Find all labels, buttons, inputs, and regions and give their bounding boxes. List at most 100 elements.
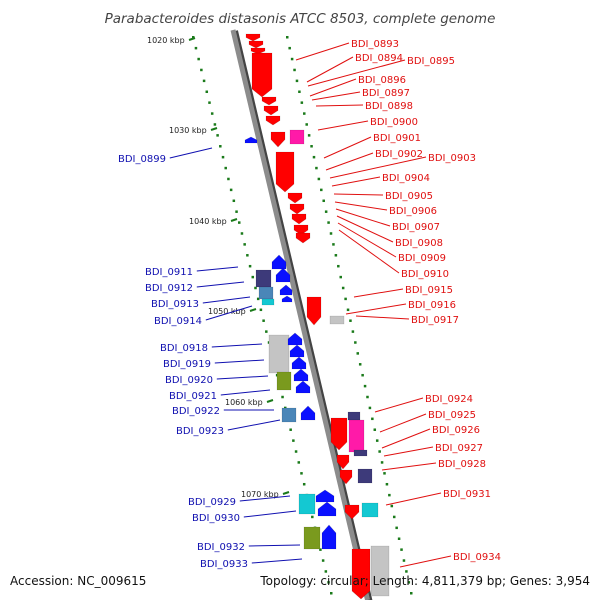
gene-label-left[interactable]: BDI_0914 (154, 316, 202, 327)
left-labels[interactable]: BDI_0899 BDI_0911 BDI_0912 BDI_0913 BDI_0914… (118, 147, 303, 570)
tick-mark (251, 275, 255, 279)
gene-label-left[interactable]: BDI_0933 (200, 559, 248, 570)
gene-label-right[interactable]: BDI_0926 (432, 425, 480, 436)
gene-label-right[interactable]: BDI_0917 (411, 315, 459, 326)
tick-mark (390, 504, 394, 508)
leader-line (196, 266, 239, 272)
gene-label-right[interactable]: BDI_0907 (392, 222, 440, 233)
leader-line (385, 492, 442, 506)
gene-label-right[interactable]: BDI_0900 (370, 117, 418, 128)
gene-arrow (295, 380, 311, 394)
gene-label-left[interactable]: BDI_0920 (165, 375, 213, 386)
gene-label-right[interactable]: BDI_0894 (355, 53, 403, 64)
gene-label-right[interactable]: BDI_0904 (382, 173, 430, 184)
gene-label-right[interactable]: BDI_0924 (425, 394, 473, 405)
kbp-label: 1060 kbp (225, 398, 263, 407)
tick-mark (405, 570, 408, 573)
gene-label-right[interactable]: BDI_0901 (373, 133, 421, 144)
leader-line (345, 303, 407, 315)
tick-mark (385, 482, 389, 486)
tick-mark (375, 439, 379, 442)
gene-label-right[interactable]: BDI_0898 (365, 101, 413, 112)
leader-line (336, 215, 394, 243)
leader-line (399, 555, 452, 568)
gene-arrow (351, 548, 371, 600)
gene-label-left[interactable]: BDI_0923 (176, 426, 224, 437)
gene-label-right[interactable]: BDI_0909 (398, 253, 446, 264)
gene-arrow (245, 33, 261, 42)
leader-line (220, 389, 271, 396)
gene-label-right[interactable]: BDI_0905 (385, 191, 433, 202)
kbp-tick (266, 399, 274, 403)
gene-label-right[interactable]: BDI_0906 (389, 206, 437, 217)
gene-label-right[interactable]: BDI_0915 (405, 285, 453, 296)
leader-line (381, 428, 431, 449)
gene-label-left[interactable]: BDI_0922 (172, 406, 220, 417)
gene-arrow (298, 493, 316, 515)
tick-mark (229, 188, 233, 192)
gene-label-left[interactable]: BDI_0930 (192, 513, 240, 524)
gene-label-left[interactable]: BDI_0932 (197, 542, 245, 553)
tick-mark (319, 548, 322, 551)
leader-line (335, 208, 391, 227)
tick-mark (383, 472, 386, 475)
leader-line (214, 359, 265, 364)
tick-mark (232, 199, 236, 203)
tick-mark (286, 36, 289, 39)
tick-mark (388, 493, 391, 497)
gene-label-right[interactable]: BDI_0910 (401, 269, 449, 280)
tick-mark (307, 134, 311, 137)
gene-label-left[interactable]: BDI_0919 (163, 359, 211, 370)
leader-line (374, 397, 424, 413)
gene-label-right[interactable]: BDI_0893 (351, 39, 399, 50)
tick-mark (246, 254, 249, 257)
gene-label-right[interactable]: BDI_0908 (395, 238, 443, 249)
gene-label-right[interactable]: BDI_0895 (407, 56, 455, 67)
gene-label-left[interactable]: BDI_0929 (188, 497, 236, 508)
gene-label-right[interactable]: BDI_0925 (428, 410, 476, 421)
tick-mark (262, 319, 265, 322)
gene-label-left[interactable]: BDI_0913 (151, 299, 199, 310)
leader-line (306, 56, 354, 83)
gene-label-right[interactable]: BDI_0902 (375, 149, 423, 160)
gene-label-right[interactable]: BDI_0897 (362, 88, 410, 99)
gene-arrow (279, 284, 293, 296)
tick-mark (248, 264, 252, 268)
tick-mark (210, 112, 214, 115)
gene-label-right[interactable]: BDI_0927 (435, 443, 483, 454)
gene-label-right[interactable]: BDI_0896 (358, 75, 406, 86)
gene-label-left[interactable]: BDI_0921 (169, 391, 217, 402)
leader-line (211, 343, 263, 348)
gene-arrow (287, 192, 303, 204)
gene-label-left[interactable]: BDI_0911 (145, 267, 193, 278)
gene-label-right[interactable]: BDI_0903 (428, 153, 476, 164)
gene-label-left[interactable]: BDI_0899 (118, 154, 166, 165)
gene-label-left[interactable]: BDI_0912 (145, 283, 193, 294)
tick-mark (324, 570, 328, 573)
tick-mark (349, 319, 352, 322)
gene-arrow (281, 407, 297, 423)
gene-label-right[interactable]: BDI_0916 (408, 300, 456, 311)
tick-mark (302, 482, 306, 486)
tick-mark (356, 352, 360, 355)
gene-label-right[interactable]: BDI_0928 (438, 459, 486, 470)
gene-label-right[interactable]: BDI_0931 (443, 489, 491, 500)
tick-mark (305, 123, 308, 126)
tick-mark (351, 330, 355, 333)
gene-label-left[interactable]: BDI_0918 (160, 343, 208, 354)
leader-line (311, 91, 361, 101)
tick-mark (240, 232, 244, 235)
leader-line (383, 446, 434, 457)
leader-line (216, 375, 269, 380)
leader-line (196, 281, 245, 288)
tick-mark (373, 428, 377, 431)
gene-label-right[interactable]: BDI_0934 (453, 552, 501, 563)
tick-mark (227, 177, 230, 181)
gene-arrow (289, 129, 305, 145)
tick-mark (300, 101, 304, 104)
tick-mark (202, 79, 206, 83)
gene-arrow (329, 315, 345, 325)
tick-mark (259, 308, 263, 312)
